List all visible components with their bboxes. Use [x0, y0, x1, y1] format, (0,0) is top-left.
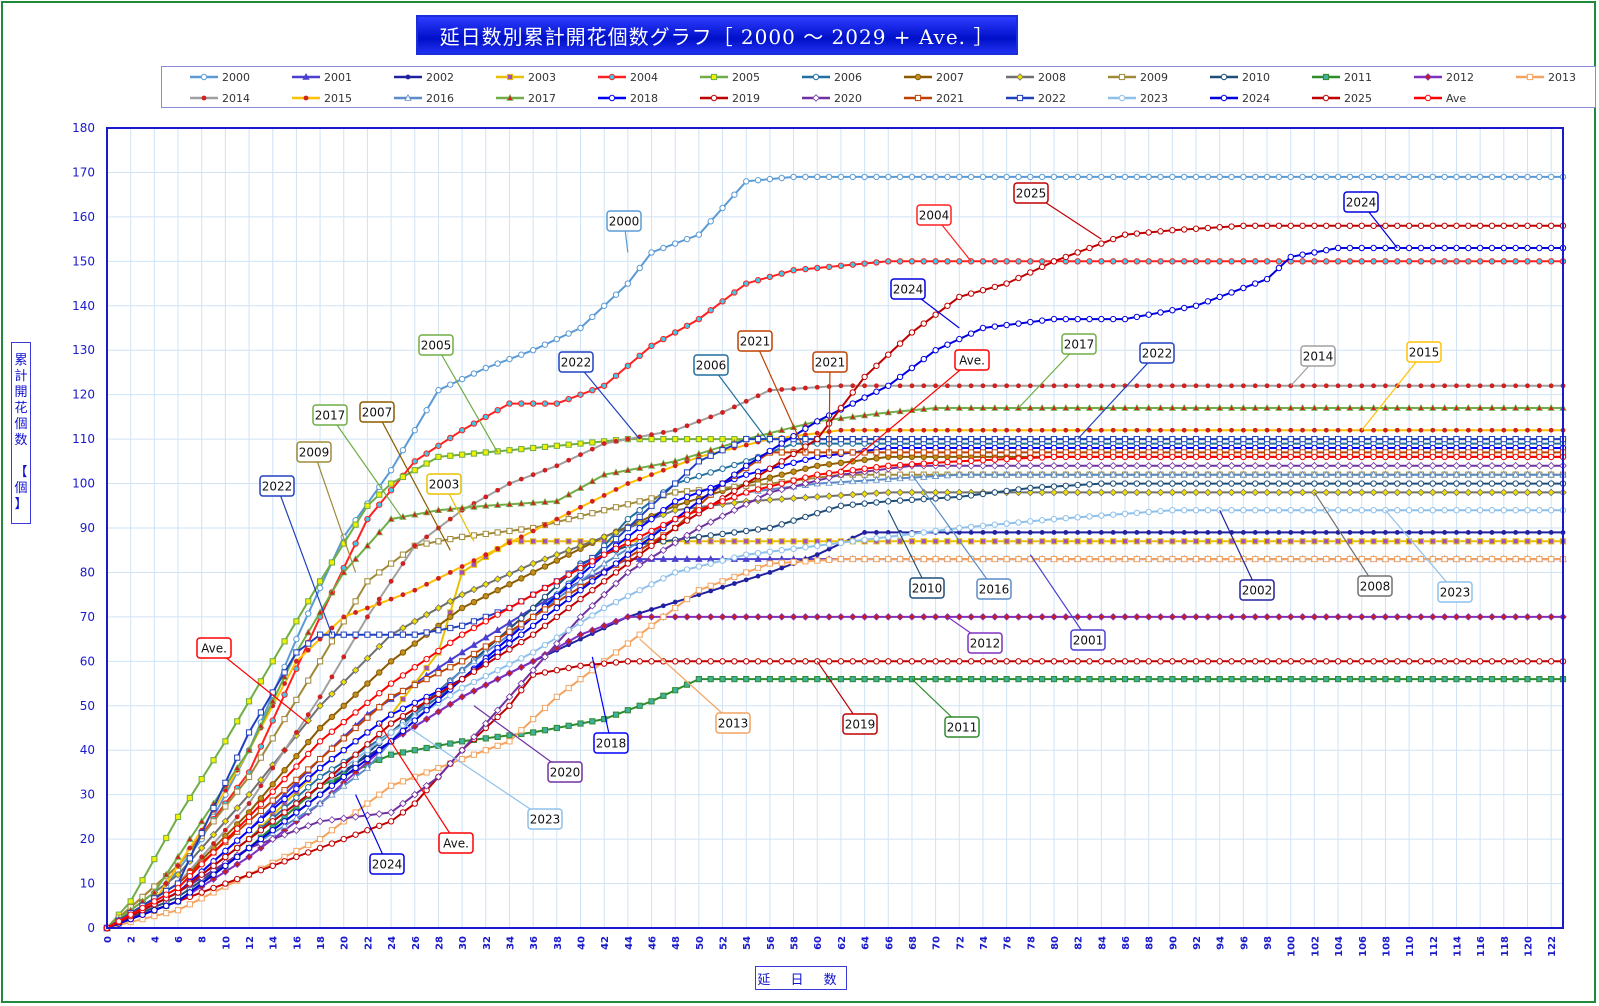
legend-label: 2006 — [834, 71, 862, 84]
legend-swatch-marker — [303, 95, 309, 101]
legend-label: 2011 — [1344, 71, 1372, 84]
legend-label: 2016 — [426, 92, 454, 105]
chart-legend: 2000 2001 2002 2003 2004 2005 2006 2007 2008 2009… — [161, 66, 1596, 108]
legend-label: 2015 — [324, 92, 352, 105]
legend-label: Ave — [1446, 92, 1466, 105]
legend-label: 2017 — [528, 92, 556, 105]
legend-item-2000: 2000 — [190, 71, 250, 84]
legend-item-2010: 2010 — [1210, 71, 1270, 84]
legend-label: 2001 — [324, 71, 352, 84]
y-axis-label-char: 数 — [14, 433, 28, 448]
legend-swatch-marker — [710, 73, 718, 81]
legend-item-2022: 2022 — [1006, 92, 1066, 105]
legend-item-2018: 2018 — [598, 92, 658, 105]
legend-swatch-marker — [914, 73, 922, 81]
legend-swatch-marker — [1220, 94, 1228, 102]
legend-label: 2023 — [1140, 92, 1168, 105]
legend-swatch-marker — [1424, 94, 1432, 102]
y-axis-label-char — [19, 449, 23, 465]
legend-item-2014: 2014 — [190, 92, 250, 105]
legend-item-2011: 2011 — [1312, 71, 1372, 84]
legend-swatch-marker — [812, 73, 820, 81]
legend-item-2021: 2021 — [904, 92, 964, 105]
legend-label: 2008 — [1038, 71, 1066, 84]
legend-label: 2005 — [732, 71, 760, 84]
y-axis-label-char: 計 — [14, 369, 28, 384]
legend-swatch-marker — [812, 94, 820, 102]
legend-swatch-marker — [1322, 73, 1330, 81]
legend-swatch-marker — [608, 73, 616, 81]
legend-label: 2013 — [1548, 71, 1576, 84]
legend-label: 2004 — [630, 71, 658, 84]
legend-swatch-marker — [1118, 73, 1126, 81]
y-axis-label-char: 】 — [14, 497, 28, 512]
legend-swatch-marker — [1526, 73, 1534, 81]
legend-swatch-marker — [710, 94, 718, 102]
legend-swatch-marker — [200, 73, 208, 81]
legend-item-2015: 2015 — [292, 92, 352, 105]
legend-item-2012: 2012 — [1414, 71, 1474, 84]
x-axis-label: 延 日 数 — [755, 966, 847, 990]
legend-item-2016: 2016 — [394, 92, 454, 105]
y-axis-label-char: 花 — [14, 401, 28, 416]
legend-swatch-marker — [608, 94, 616, 102]
legend-label: 2007 — [936, 71, 964, 84]
legend-item-2006: 2006 — [802, 71, 862, 84]
legend-swatch-marker — [506, 73, 514, 81]
legend-item-2013: 2013 — [1516, 71, 1576, 84]
legend-label: 2018 — [630, 92, 658, 105]
legend-label: 2022 — [1038, 92, 1066, 105]
legend-swatch-marker — [1220, 73, 1228, 81]
legend-item-2008: 2008 — [1006, 71, 1066, 84]
legend-label: 2003 — [528, 71, 556, 84]
legend-item-2009: 2009 — [1108, 71, 1168, 84]
legend-swatch-marker — [914, 94, 922, 102]
legend-label: 2025 — [1344, 92, 1372, 105]
legend-item-ave: Ave — [1414, 92, 1466, 105]
legend-label: 2009 — [1140, 71, 1168, 84]
legend-label: 2019 — [732, 92, 760, 105]
legend-label: 2024 — [1242, 92, 1270, 105]
legend-label: 2002 — [426, 71, 454, 84]
chart-title: 延日数別累計開花個数グラフ［ 2000 ～ 2029 + Ave. ］ — [416, 15, 1018, 55]
legend-label: 2010 — [1242, 71, 1270, 84]
legend-item-2025: 2025 — [1312, 92, 1372, 105]
legend-item-2017: 2017 — [496, 92, 556, 105]
legend-item-2023: 2023 — [1108, 92, 1168, 105]
legend-swatch-marker — [1016, 94, 1024, 102]
y-axis-label-char: 個 — [14, 481, 28, 496]
y-axis-label-char: 個 — [14, 417, 28, 432]
y-axis-label-char: 【 — [14, 465, 28, 480]
legend-item-2005: 2005 — [700, 71, 760, 84]
legend-swatch-marker — [1118, 94, 1126, 102]
legend-label: 2021 — [936, 92, 964, 105]
legend-swatch-marker — [1016, 73, 1024, 81]
legend-item-2020: 2020 — [802, 92, 862, 105]
legend-swatch-marker — [1424, 73, 1432, 81]
legend-label: 2014 — [222, 92, 250, 105]
legend-item-2007: 2007 — [904, 71, 964, 84]
y-axis-label-char: 累 — [14, 353, 28, 368]
legend-item-2003: 2003 — [496, 71, 556, 84]
legend-swatch-marker — [1322, 94, 1330, 102]
legend-item-2004: 2004 — [598, 71, 658, 84]
legend-label: 2000 — [222, 71, 250, 84]
legend-item-2024: 2024 — [1210, 92, 1270, 105]
legend-swatch-marker — [201, 95, 207, 101]
legend-item-2002: 2002 — [394, 71, 454, 84]
y-axis-label: 累計開花個数 【個】 — [11, 342, 31, 524]
legend-item-2019: 2019 — [700, 92, 760, 105]
legend-swatch-marker — [405, 74, 411, 80]
legend-label: 2020 — [834, 92, 862, 105]
legend-item-2001: 2001 — [292, 71, 352, 84]
legend-entries: 2000 2001 2002 2003 2004 2005 2006 2007 2008 2009… — [190, 71, 1576, 105]
legend-label: 2012 — [1446, 71, 1474, 84]
y-axis-label-char: 開 — [14, 385, 28, 400]
